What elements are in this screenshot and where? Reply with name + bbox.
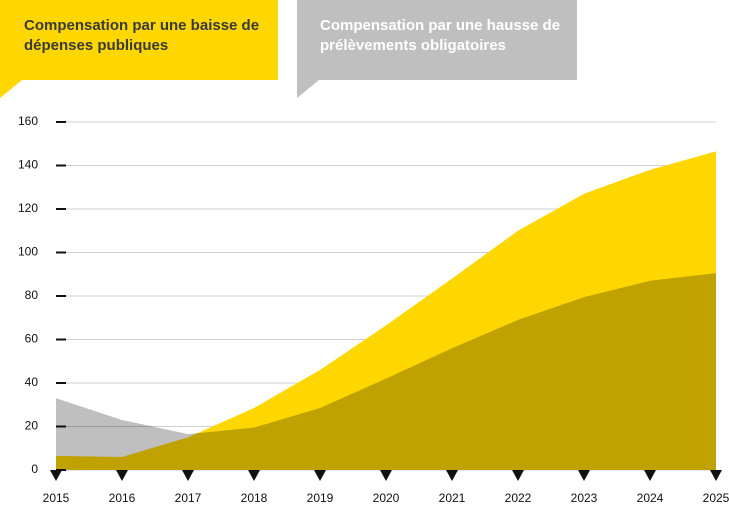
x-tick-label: 2022	[505, 491, 532, 505]
x-tick-mark	[248, 470, 260, 481]
x-tick-mark	[380, 470, 392, 481]
y-tick-label: 140	[18, 158, 38, 172]
x-tick-label: 2015	[43, 491, 70, 505]
y-tick-label: 20	[25, 419, 39, 433]
x-tick-label: 2016	[109, 491, 136, 505]
legend-box	[297, 0, 577, 98]
x-tick-label: 2017	[175, 491, 202, 505]
legend-box	[0, 0, 278, 98]
x-tick-mark	[578, 470, 590, 481]
x-tick-mark	[512, 470, 524, 481]
x-tick-mark	[182, 470, 194, 481]
y-tick-label: 160	[18, 114, 38, 128]
y-tick-label: 80	[25, 288, 39, 302]
legend-label: Compensation par une baisse de dépenses …	[24, 17, 260, 54]
x-tick-mark	[314, 470, 326, 481]
y-tick-label: 40	[25, 375, 39, 389]
x-tick-label: 2023	[571, 491, 598, 505]
x-tick-label: 2024	[637, 491, 664, 505]
area	[56, 273, 716, 470]
x-tick-label: 2020	[373, 491, 400, 505]
y-tick-label: 120	[18, 201, 38, 215]
x-tick-mark	[116, 470, 128, 481]
x-tick-label: 2018	[241, 491, 268, 505]
x-tick-mark	[50, 470, 62, 481]
y-tick-label: 60	[25, 332, 39, 346]
y-tick-label: 100	[18, 245, 38, 259]
x-tick-mark	[710, 470, 722, 481]
x-tick-label: 2021	[439, 491, 466, 505]
x-tick-mark	[446, 470, 458, 481]
legend-label: Compensation par une hausse de prélèveme…	[320, 17, 561, 54]
y-tick-label: 0	[31, 462, 38, 476]
x-tick-label: 2019	[307, 491, 334, 505]
x-tick-label: 2025	[703, 491, 729, 505]
x-tick-mark	[644, 470, 656, 481]
